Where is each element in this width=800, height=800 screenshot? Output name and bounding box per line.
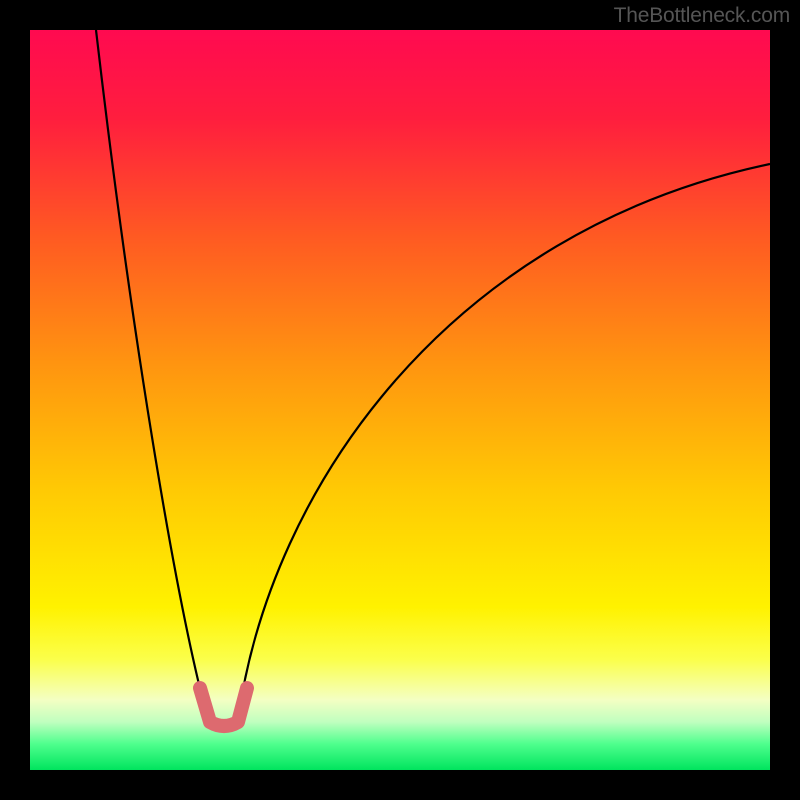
watermark-text: TheBottleneck.com — [614, 4, 790, 28]
chart-container — [0, 0, 800, 800]
bottleneck-chart-svg — [0, 0, 800, 800]
plot-background — [30, 30, 770, 770]
